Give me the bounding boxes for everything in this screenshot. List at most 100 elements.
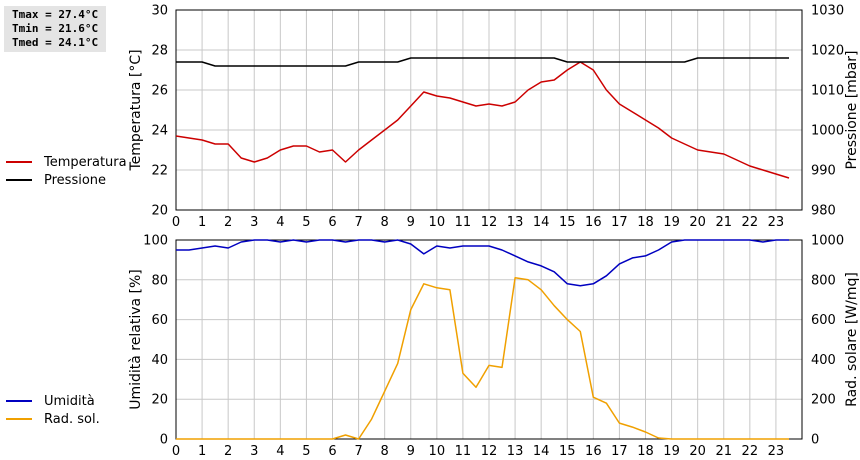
- rh-y-tick-label: 100: [143, 234, 168, 249]
- rh-y-tick-label: 20: [151, 393, 168, 408]
- temp-x-tick-label: 18: [637, 215, 654, 230]
- legend-swatch: [6, 418, 32, 420]
- rh-x-tick-label: 13: [507, 444, 524, 459]
- temp-y-tick-label: 20: [151, 204, 168, 219]
- rh-x-tick-label: 3: [250, 444, 258, 459]
- temp-y-right-tick-label: 1010: [811, 84, 844, 99]
- legend-top: Temperatura Pressione: [6, 153, 127, 189]
- rh-x-tick-label: 6: [328, 444, 336, 459]
- temp-x-tick-label: 21: [715, 215, 732, 230]
- temp-plot-frame: [175, 9, 803, 211]
- rh-y-axis-title: Umidità relativa [%]: [128, 269, 144, 410]
- rh-y-tick-label: 40: [151, 353, 168, 368]
- temp-x-tick-label: 8: [381, 215, 389, 230]
- rh-y-right-tick-label: 0: [811, 433, 819, 448]
- rh-x-tick-label: 0: [172, 444, 180, 459]
- temp-x-tick-label: 1: [198, 215, 206, 230]
- rh-x-tick-label: 19: [663, 444, 680, 459]
- temp-x-tick-label: 2: [224, 215, 232, 230]
- temp-x-tick-label: 16: [585, 215, 602, 230]
- temp-y-right-tick-label: 1000: [811, 124, 844, 139]
- legend-swatch: [6, 400, 32, 402]
- rh-x-tick-label: 20: [689, 444, 706, 459]
- legend-bottom: Umidità Rad. sol.: [6, 392, 100, 428]
- rh-x-tick-label: 22: [742, 444, 759, 459]
- rh-plot-frame: [175, 239, 803, 440]
- legend-item-pressione: Pressione: [6, 171, 127, 189]
- temp-x-tick-label: 12: [481, 215, 498, 230]
- temp-y-tick-label: 28: [151, 44, 168, 59]
- rh-x-tick-label: 17: [611, 444, 628, 459]
- rh-x-tick-label: 4: [276, 444, 284, 459]
- rh-y-tick-label: 80: [151, 273, 168, 288]
- temp-x-tick-label: 23: [768, 215, 785, 230]
- temperatura-series-line: [175, 61, 790, 179]
- temp-y-tick-label: 22: [151, 164, 168, 179]
- tmin-stat: Tmin = 21.6°C: [12, 22, 99, 35]
- rh-x-tick-label: 11: [455, 444, 472, 459]
- tmax-stat: Tmax = 27.4°C: [12, 8, 99, 21]
- temp-y-right-tick-label: 980: [811, 204, 836, 219]
- legend-label: Rad. sol.: [44, 411, 100, 427]
- legend-label: Temperatura: [44, 154, 127, 170]
- legend-label: Umidità: [44, 393, 95, 409]
- temp-x-tick-label: 13: [507, 215, 524, 230]
- rh-y-right-tick-label: 1000: [811, 234, 844, 249]
- temp-y-tick-label: 26: [151, 84, 168, 99]
- temp-y-right-tick-label: 990: [811, 164, 836, 179]
- rh-y-right-tick-label: 400: [811, 353, 836, 368]
- stats-box: Tmax = 27.4°C Tmin = 21.6°C Tmed = 24.1°…: [4, 6, 106, 52]
- legend-item-temperatura: Temperatura: [6, 153, 127, 171]
- temp-x-tick-label: 5: [302, 215, 310, 230]
- rh-y-right-tick-label: 800: [811, 273, 836, 288]
- rad-sol-series-line: [176, 277, 789, 440]
- temp-x-tick-label: 14: [533, 215, 550, 230]
- rh-y-tick-label: 60: [151, 313, 168, 328]
- rh-y-tick-label: 0: [160, 433, 168, 448]
- temp-x-tick-label: 22: [742, 215, 759, 230]
- temp-x-tick-label: 0: [172, 215, 180, 230]
- rh-x-tick-label: 16: [585, 444, 602, 459]
- temp-x-tick-label: 17: [611, 215, 628, 230]
- rh-x-tick-label: 10: [429, 444, 446, 459]
- rh-x-tick-label: 18: [637, 444, 654, 459]
- rh-x-tick-label: 5: [302, 444, 310, 459]
- temp-y-tick-label: 24: [151, 124, 168, 139]
- temp-x-tick-label: 10: [429, 215, 446, 230]
- legend-swatch: [6, 179, 32, 181]
- temp-y-right-tick-label: 1020: [811, 44, 844, 59]
- rh-x-tick-label: 9: [407, 444, 415, 459]
- rh-x-tick-label: 7: [354, 444, 362, 459]
- temp-x-tick-label: 20: [689, 215, 706, 230]
- temp-x-tick-label: 7: [354, 215, 362, 230]
- rh-y-right-tick-label: 200: [811, 393, 836, 408]
- temp-x-tick-label: 19: [663, 215, 680, 230]
- temp-x-tick-label: 3: [250, 215, 258, 230]
- tmed-stat: Tmed = 24.1°C: [12, 36, 99, 49]
- temp-x-tick-label: 15: [559, 215, 576, 230]
- rh-y-right-axis-title: Rad. solare [W/mq]: [844, 272, 860, 407]
- temp-y-right-tick-label: 1030: [811, 4, 844, 19]
- temp-x-tick-label: 9: [407, 215, 415, 230]
- legend-item-rad-sol: Rad. sol.: [6, 410, 100, 428]
- pressione-series-line: [176, 57, 789, 67]
- temp-y-axis-title: Temperatura [°C]: [128, 49, 144, 171]
- rh-x-tick-label: 14: [533, 444, 550, 459]
- legend-item-umidita: Umidità: [6, 392, 100, 410]
- legend-swatch: [6, 161, 32, 163]
- rh-x-tick-label: 2: [224, 444, 232, 459]
- temp-x-tick-label: 4: [276, 215, 284, 230]
- rh-x-tick-label: 12: [481, 444, 498, 459]
- legend-label: Pressione: [44, 172, 107, 188]
- temp-y-right-axis-title: Pressione [mbar]: [844, 50, 860, 169]
- rh-x-tick-label: 23: [768, 444, 785, 459]
- temp-x-tick-label: 6: [328, 215, 336, 230]
- temp-y-tick-label: 30: [151, 4, 168, 19]
- rh-y-right-tick-label: 600: [811, 313, 836, 328]
- rh-x-tick-label: 21: [715, 444, 732, 459]
- rh-x-tick-label: 15: [559, 444, 576, 459]
- rh-x-tick-label: 1: [198, 444, 206, 459]
- rh-x-tick-label: 8: [381, 444, 389, 459]
- temp-x-tick-label: 11: [455, 215, 472, 230]
